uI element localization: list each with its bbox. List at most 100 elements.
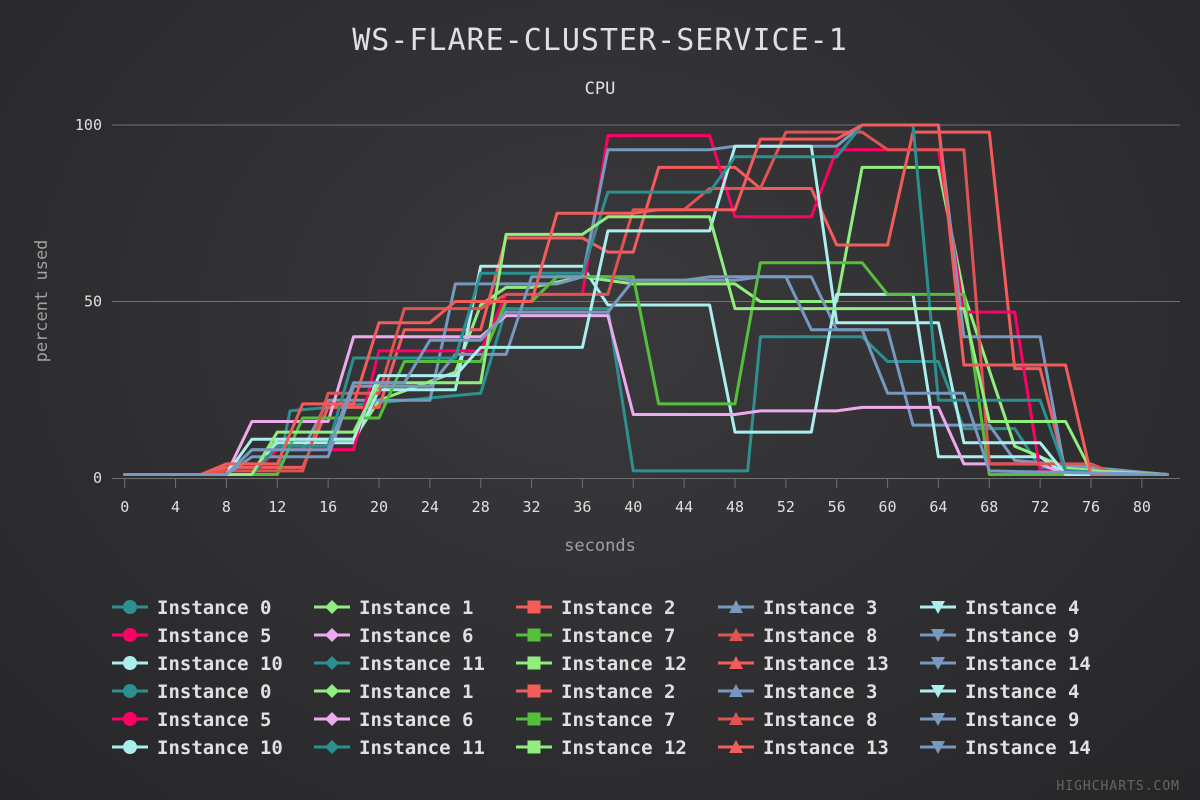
x-tick-label: 0 <box>120 498 129 516</box>
legend-label: Instance 6 <box>359 709 473 731</box>
series-line-14[interactable] <box>123 275 1169 476</box>
legend-item[interactable]: Instance 0 <box>112 681 271 703</box>
legend-item[interactable]: Instance 13 <box>718 653 889 675</box>
legend-label: Instance 3 <box>763 597 877 619</box>
legend-item[interactable]: Instance 1 <box>314 597 473 619</box>
x-tick-label: 32 <box>523 498 541 516</box>
legend-label: Instance 4 <box>965 597 1079 619</box>
legend-item[interactable]: Instance 1 <box>314 681 473 703</box>
y-tick-label: 100 <box>75 116 102 134</box>
legend-item[interactable]: Instance 10 <box>112 653 283 675</box>
legend-label: Instance 2 <box>561 681 675 703</box>
legend-item[interactable]: Instance 12 <box>516 653 687 675</box>
legend-marker-square <box>527 712 541 726</box>
series-line-2[interactable] <box>123 130 1169 476</box>
series-line-13[interactable] <box>123 123 1169 476</box>
series-line-8[interactable] <box>123 130 1169 476</box>
legend-item[interactable]: Instance 13 <box>718 737 889 759</box>
x-tick-label: 48 <box>726 498 744 516</box>
legend-marker-square <box>527 600 541 614</box>
series-line-12[interactable] <box>123 215 1169 476</box>
legend-marker-diamond <box>325 628 339 642</box>
legend-item[interactable]: Instance 8 <box>718 709 877 731</box>
legend-item[interactable]: Instance 3 <box>718 681 877 703</box>
x-axis-title: seconds <box>564 536 636 556</box>
series-line-5[interactable] <box>123 134 1169 476</box>
legend-marker-triangle-down <box>931 713 945 726</box>
y-tick-label: 0 <box>93 469 102 487</box>
legend-item[interactable]: Instance 5 <box>112 709 271 731</box>
legend-label: Instance 1 <box>359 681 473 703</box>
x-tick-label: 68 <box>980 498 998 516</box>
legend-marker-triangle <box>729 656 743 669</box>
legend-label: Instance 12 <box>561 737 687 759</box>
x-tick-label: 8 <box>222 498 231 516</box>
y-axis-title: percent used <box>32 240 52 363</box>
legend-marker-diamond <box>325 656 339 670</box>
legend-item[interactable]: Instance 9 <box>920 625 1079 647</box>
legend-marker-square <box>527 656 541 670</box>
legend-marker-triangle-down <box>931 601 945 614</box>
legend-item[interactable]: Instance 7 <box>516 709 675 731</box>
series-line-7[interactable] <box>123 261 1169 476</box>
legend-label: Instance 0 <box>157 597 271 619</box>
series-line-11[interactable] <box>123 123 1169 476</box>
legend-label: Instance 5 <box>157 709 271 731</box>
plot-area[interactable] <box>123 123 1169 476</box>
legend-item[interactable]: Instance 11 <box>314 653 485 675</box>
legend-item[interactable]: Instance 11 <box>314 737 485 759</box>
legend-marker-circle <box>123 628 137 642</box>
legend-marker-triangle-down <box>931 657 945 670</box>
x-tick-label: 44 <box>675 498 693 516</box>
x-tick-label: 80 <box>1133 498 1151 516</box>
credits-link[interactable]: HIGHCHARTS.COM <box>1056 779 1180 794</box>
legend-label: Instance 10 <box>157 653 283 675</box>
legend-item[interactable]: Instance 2 <box>516 597 675 619</box>
legend-item[interactable]: Instance 5 <box>112 625 271 647</box>
x-tick-label: 20 <box>370 498 388 516</box>
series-line-6[interactable] <box>123 314 1169 476</box>
legend-marker-triangle <box>729 684 743 697</box>
legend-item[interactable]: Instance 2 <box>516 681 675 703</box>
legend-item[interactable]: Instance 14 <box>920 653 1091 675</box>
legend-marker-square <box>527 740 541 754</box>
legend-item[interactable]: Instance 12 <box>516 737 687 759</box>
x-tick-label: 56 <box>828 498 846 516</box>
legend-marker-triangle <box>729 740 743 753</box>
series-line-10[interactable] <box>123 144 1169 476</box>
legend-marker-triangle <box>729 712 743 725</box>
legend-item[interactable]: Instance 4 <box>920 681 1079 703</box>
legend-marker-circle <box>123 684 137 698</box>
legend-item[interactable]: Instance 9 <box>920 709 1079 731</box>
legend-label: Instance 14 <box>965 737 1091 759</box>
legend-marker-circle <box>123 600 137 614</box>
legend-item[interactable]: Instance 7 <box>516 625 675 647</box>
series-line-4[interactable] <box>123 264 1169 476</box>
legend-label: Instance 9 <box>965 625 1079 647</box>
legend-label: Instance 1 <box>359 597 473 619</box>
legend-item[interactable]: Instance 14 <box>920 737 1091 759</box>
x-axis: 0 4 8 12 16 20 24 28 32 36 40 44 48 52 56 60 64 68 72 76 80 <box>112 478 1180 516</box>
legend-label: Instance 11 <box>359 737 485 759</box>
legend[interactable]: Instance 0 Instance 1 Instance 2 Instance 3… <box>112 597 1091 759</box>
legend-item[interactable]: Instance 6 <box>314 709 473 731</box>
legend-item[interactable]: Instance 0 <box>112 597 271 619</box>
legend-label: Instance 0 <box>157 681 271 703</box>
legend-label: Instance 7 <box>561 625 675 647</box>
legend-label: Instance 11 <box>359 653 485 675</box>
legend-item[interactable]: Instance 6 <box>314 625 473 647</box>
x-tick-label: 36 <box>573 498 591 516</box>
legend-item[interactable]: Instance 4 <box>920 597 1079 619</box>
legend-label: Instance 8 <box>763 625 877 647</box>
legend-marker-circle <box>123 740 137 754</box>
legend-marker-triangle-down <box>931 685 945 698</box>
chart-title: WS-FLARE-CLUSTER-SERVICE-1 <box>352 23 848 58</box>
x-tick-label: 28 <box>472 498 490 516</box>
legend-item[interactable]: Instance 10 <box>112 737 283 759</box>
x-tick-label: 24 <box>421 498 439 516</box>
legend-marker-triangle-down <box>931 629 945 642</box>
legend-item[interactable]: Instance 8 <box>718 625 877 647</box>
legend-item[interactable]: Instance 3 <box>718 597 877 619</box>
